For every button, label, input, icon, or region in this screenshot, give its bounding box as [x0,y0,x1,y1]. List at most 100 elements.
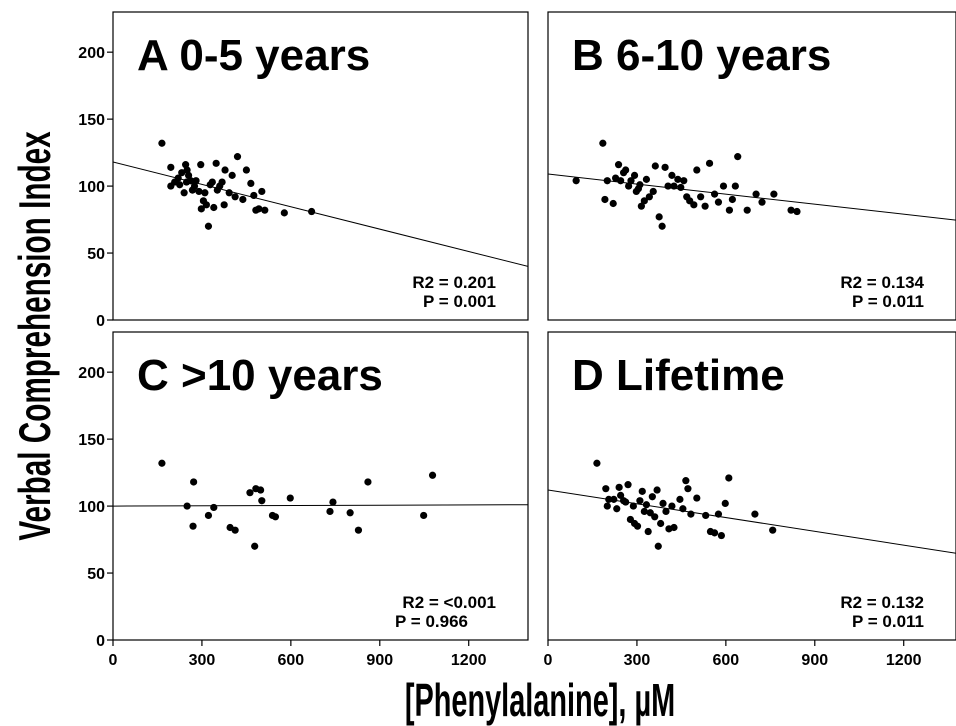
data-point [657,520,664,527]
data-point [668,502,675,509]
data-point [715,199,722,206]
data-point [793,208,800,215]
x-tick-label: 0 [544,652,553,669]
data-point [720,182,727,189]
data-point [158,140,165,147]
data-point [622,498,629,505]
r-squared-label: R2 = <0.001 [402,593,496,612]
data-point [722,500,729,507]
data-point [604,502,611,509]
data-point [702,512,709,519]
y-tick-label: 50 [87,246,105,263]
data-point [239,196,246,203]
data-point [232,193,239,200]
data-point [641,508,648,515]
data-point [617,177,624,184]
p-value-label: P = 0.001 [423,292,496,311]
data-point [645,528,652,535]
data-point [613,505,620,512]
data-point [176,181,183,188]
x-tick-label: 900 [801,652,828,669]
panel-c: 0501001502000 300 600 900 1200C >10 yearsR2 … [78,332,528,669]
data-point [258,497,265,504]
data-point [181,189,188,196]
r-squared-label: R2 = 0.201 [412,273,496,292]
data-point [355,527,362,534]
panel-title: C >10 years [137,351,383,400]
data-point [167,164,174,171]
panels: 050100150200 A 0-5 yearsR2 = 0.201P = 0.0… [78,12,956,669]
data-point [726,207,733,214]
data-point [420,512,427,519]
data-point [679,505,686,512]
data-point [639,488,646,495]
x-tick-label: 600 [713,652,740,669]
data-point [251,543,258,550]
data-point [622,166,629,173]
data-point [693,494,700,501]
data-point [243,166,250,173]
data-point [680,177,687,184]
data-point [213,160,220,167]
data-point [209,178,216,185]
data-point [250,192,257,199]
data-point [246,489,253,496]
data-point [610,496,617,503]
regression-line [113,505,528,506]
data-point [631,172,638,179]
panel-title: B 6-10 years [572,31,831,80]
data-point [287,494,294,501]
y-tick-label: 0 [96,633,105,650]
data-point [684,485,691,492]
data-point [190,478,197,485]
data-point [203,201,210,208]
data-point [281,209,288,216]
data-point [734,153,741,160]
data-point [218,178,225,185]
data-point [677,184,684,191]
p-value-label: P = 0.011 [852,292,924,311]
data-point [261,207,268,214]
y-tick-label: 150 [78,432,105,449]
data-point [690,201,697,208]
data-point [674,176,681,183]
data-point [659,223,666,230]
data-point [715,511,722,518]
data-point [650,188,657,195]
data-point [329,498,336,505]
y-tick-label: 50 [87,566,105,583]
data-point [257,486,264,493]
data-point [706,160,713,167]
x-tick-label: 1200 [886,652,922,669]
data-point [601,196,608,203]
data-point [697,193,704,200]
data-point [682,477,689,484]
data-point [247,180,254,187]
panel-title: D Lifetime [572,351,785,400]
data-point [651,513,658,520]
data-point [234,153,241,160]
data-point [308,208,315,215]
data-point [702,203,709,210]
data-point [758,199,765,206]
data-point [593,460,600,467]
data-point [205,512,212,519]
data-point [610,200,617,207]
data-point [258,188,265,195]
data-point [769,527,776,534]
y-tick-label: 0 [96,313,105,330]
data-point [326,508,333,515]
data-point [744,207,751,214]
panel-title: A 0-5 years [137,31,370,80]
data-point [643,501,650,508]
data-point [752,191,759,198]
x-tick-label: 900 [366,652,393,669]
data-point [670,524,677,531]
data-point [158,460,165,467]
data-point [725,474,732,481]
x-axis-label: [Phenylalanine], µM [405,675,675,726]
data-point [272,513,279,520]
panel-b: B 6-10 yearsR2 = 0.134P = 0.011 [548,12,956,320]
data-point [221,201,228,208]
